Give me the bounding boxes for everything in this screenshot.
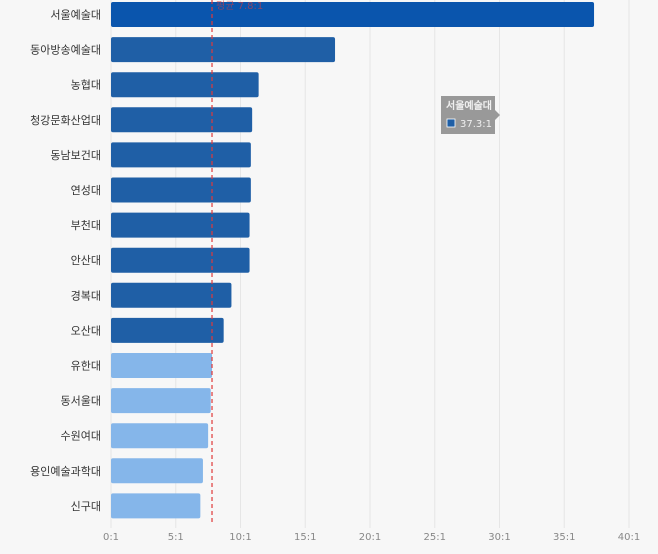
- category-label: 연성대: [71, 184, 101, 197]
- tooltip-box: [441, 96, 500, 134]
- x-tick-label: 35:1: [553, 532, 575, 543]
- x-tick-label: 40:1: [618, 532, 640, 543]
- bar[interactable]: [111, 388, 211, 414]
- category-label: 경복대: [71, 289, 101, 302]
- tooltip: 서울예술대 37.3:1: [441, 96, 500, 134]
- category-label: 동남보건대: [50, 149, 101, 162]
- category-labels: 서울예술대동아방송예술대농협대청강문화산업대동남보건대연성대부천대안산대경복대오…: [30, 9, 101, 513]
- bar[interactable]: [111, 353, 213, 378]
- reference-line-label: 평균 7.8:1: [216, 0, 263, 12]
- x-tick-label: 20:1: [359, 532, 381, 543]
- reference-line-group: 평균 7.8:1: [211, 0, 263, 524]
- category-label: 안산대: [71, 254, 101, 267]
- x-tick-label: 15:1: [294, 532, 316, 543]
- bar[interactable]: [111, 2, 595, 27]
- x-tick-label: 0:1: [103, 532, 119, 543]
- x-tick-label: 5:1: [168, 532, 184, 543]
- x-tick-label: 30:1: [488, 532, 510, 543]
- category-label: 농협대: [71, 79, 101, 92]
- bar[interactable]: [111, 177, 251, 203]
- category-label: 부천대: [71, 218, 101, 232]
- category-label: 신구대: [71, 500, 101, 513]
- bar[interactable]: [111, 37, 336, 63]
- bar[interactable]: [111, 282, 232, 308]
- x-tick-label: 10:1: [229, 532, 251, 543]
- tooltip-title: 서울예술대: [446, 99, 492, 112]
- bar[interactable]: [111, 72, 259, 98]
- category-label: 수원여대: [61, 430, 101, 443]
- bar[interactable]: [111, 212, 250, 238]
- bar[interactable]: [111, 247, 250, 273]
- bar[interactable]: [111, 458, 203, 484]
- x-tick-labels: 0:1 5:1 10:1 15:1 20:1 25:1 30:1 35:1 40:1: [103, 532, 640, 543]
- bar[interactable]: [111, 107, 253, 133]
- category-label: 청강문화산업대: [30, 114, 101, 127]
- category-label: 용인예술과학대: [30, 465, 101, 478]
- category-label: 오산대: [71, 324, 101, 337]
- category-label: 유한대: [71, 360, 101, 373]
- category-label: 서울예술대: [50, 9, 101, 22]
- tooltip-swatch-icon: [446, 118, 456, 128]
- bar[interactable]: [111, 142, 251, 168]
- category-label: 동서울대: [61, 395, 101, 408]
- tooltip-value: 37.3:1: [460, 119, 492, 130]
- bars: [111, 2, 595, 519]
- bar[interactable]: [111, 317, 224, 343]
- bar[interactable]: [111, 493, 201, 519]
- x-tick-label: 25:1: [424, 532, 446, 543]
- category-label: 동아방송예술대: [30, 44, 101, 57]
- bar[interactable]: [111, 423, 209, 449]
